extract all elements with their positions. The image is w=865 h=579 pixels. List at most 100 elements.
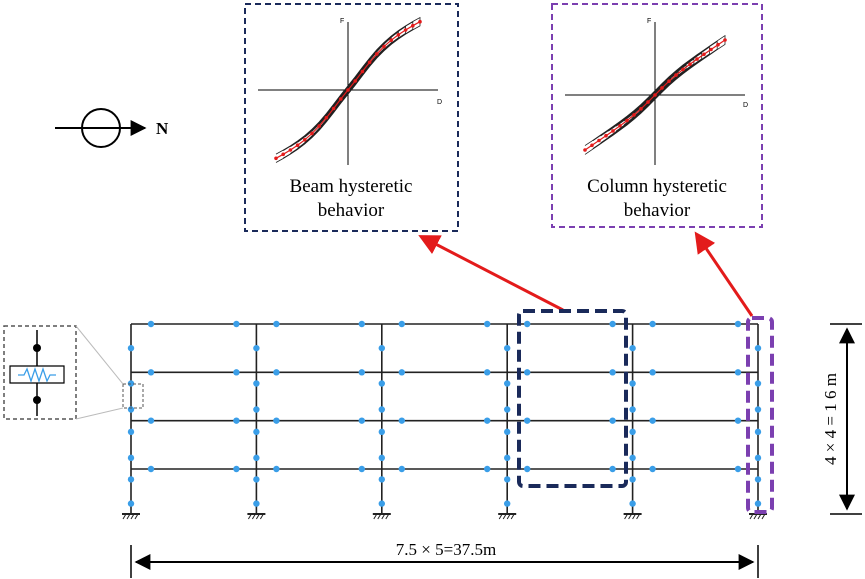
steel-frame: [122, 320, 767, 520]
column-inset-border: [551, 3, 763, 228]
backbone-point: [632, 113, 636, 117]
beam-hinge-node: [524, 320, 531, 328]
support-hatch: [122, 513, 127, 520]
detail-right-bracket: [37, 365, 65, 384]
backbone-point: [639, 107, 643, 111]
joint-detail-inset: [3, 325, 144, 420]
beam-hinge-node: [398, 417, 405, 424]
column-hinge-node: [127, 454, 135, 462]
support-hatch: [259, 513, 264, 520]
support-hatch: [510, 513, 515, 520]
column-highlight-box: [746, 316, 774, 514]
beam-hinge-node: [358, 465, 365, 473]
north-compass: N: [55, 108, 169, 148]
backbone-point: [324, 115, 329, 120]
column-hinge-node: [504, 380, 511, 387]
column-hinge-node: [253, 454, 260, 462]
support-hatch: [636, 513, 641, 520]
column-hinge-node: [253, 428, 260, 436]
column-hinge-node: [127, 344, 135, 352]
backbone-point: [695, 57, 699, 61]
backbone-point: [618, 124, 622, 128]
column-hinge-node: [504, 344, 511, 352]
support-hatch: [126, 513, 131, 520]
rotational-spring-icon: [18, 366, 56, 384]
backbone-point: [303, 138, 307, 142]
beam-hinge-node: [398, 465, 405, 473]
backbone-point: [288, 148, 293, 152]
backbone-point: [403, 28, 408, 32]
beam-hinge-node: [524, 369, 531, 376]
column-hinge-node: [754, 406, 762, 413]
backbone-point: [688, 62, 692, 66]
compass-circle: [81, 108, 121, 148]
beam-axis-f-label: F: [340, 18, 344, 25]
column-hinge-node: [504, 476, 511, 483]
support-hatch: [632, 513, 637, 520]
support-hatch: [749, 513, 754, 520]
support-hatch: [134, 513, 139, 520]
column-axis-f-label: F: [647, 18, 651, 25]
backbone-point: [625, 118, 629, 123]
column-caption-line1: Column hysteretic: [587, 176, 727, 197]
column-hinge-node: [378, 380, 385, 387]
column-hinge-node: [127, 380, 135, 387]
beam-hinge-node: [609, 465, 616, 473]
beam-hinge-node: [398, 369, 405, 376]
detail-node-bottom: [33, 396, 41, 404]
beam-hinge-node: [649, 369, 656, 376]
column-hinge-node: [629, 476, 636, 483]
beam-hinge-node: [358, 369, 365, 376]
backbone-point: [667, 79, 671, 83]
beam-hinge-node: [484, 465, 491, 473]
beam-hinge-node: [734, 417, 742, 424]
beam-hinge-node: [398, 320, 405, 328]
backbone-point: [583, 148, 587, 152]
beam-hinge-node: [609, 417, 616, 424]
backbone-point: [660, 86, 664, 90]
beam-hinge-node: [734, 320, 742, 328]
column-hinge-node: [378, 500, 385, 507]
backbone-point: [681, 67, 685, 72]
column-hinge-node: [253, 406, 260, 413]
beam-hinge-node: [273, 417, 280, 424]
beam-hinge-node: [233, 417, 240, 424]
column-hinge-node: [127, 406, 135, 413]
backbone-point: [674, 73, 678, 77]
column-hysteresis-inset: F D Column hysteretic behavior: [551, 3, 763, 228]
backbone-point: [310, 131, 314, 136]
backbone-point: [339, 97, 343, 101]
support-hatch: [381, 513, 386, 520]
column-hinge-node: [754, 428, 762, 436]
beam-caption-line1: Beam hysteretic: [290, 176, 413, 197]
backbone-point: [396, 33, 401, 37]
backbone-point: [590, 143, 594, 148]
backbone-point: [418, 19, 422, 24]
backbone-point: [353, 79, 358, 83]
column-hinge-node: [629, 454, 636, 462]
column-hinge-node: [754, 344, 762, 352]
beam-hinge-node: [524, 417, 531, 424]
backbone-point: [389, 38, 394, 42]
column-hinge-node: [504, 454, 511, 462]
column-hinge-node: [754, 476, 762, 483]
detail-leader-bottom: [75, 407, 124, 420]
column-hinge-node: [629, 380, 636, 387]
column-hinge-node: [378, 476, 385, 483]
beam-hinge-node: [273, 465, 280, 473]
support-hatch: [373, 513, 378, 520]
backbone-point: [346, 88, 350, 92]
backbone-point: [281, 152, 286, 157]
beam-caption-line2: behavior: [318, 200, 385, 221]
beam-hinge-node: [273, 320, 280, 328]
support-hatch: [385, 513, 390, 520]
column-hinge-node: [754, 500, 762, 507]
backbone-point: [317, 124, 322, 128]
beam-hinge-node: [233, 320, 240, 328]
column-hinge-node: [378, 406, 385, 413]
support-hatch: [761, 513, 766, 520]
beam-hinge-node: [147, 465, 155, 473]
backbone-point: [411, 23, 415, 28]
beam-hinge-node: [147, 417, 155, 424]
